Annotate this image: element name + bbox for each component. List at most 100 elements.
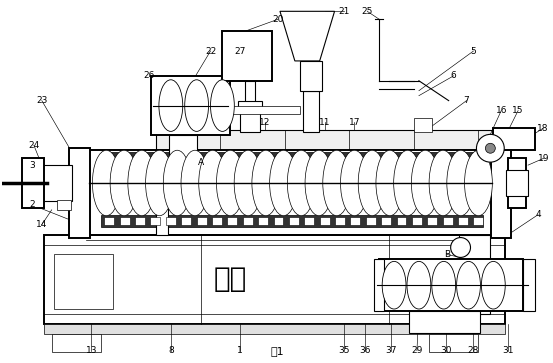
Ellipse shape xyxy=(323,150,351,216)
Text: 23: 23 xyxy=(36,96,48,105)
Text: 22: 22 xyxy=(205,46,216,56)
Text: 图1: 图1 xyxy=(270,346,284,356)
Bar xyxy=(303,91,319,132)
Text: 7: 7 xyxy=(463,96,469,105)
Bar xyxy=(508,158,526,208)
Bar xyxy=(57,200,71,210)
Bar xyxy=(427,217,437,225)
Bar xyxy=(86,150,493,234)
Ellipse shape xyxy=(465,150,492,216)
Bar xyxy=(473,217,483,225)
Bar xyxy=(414,118,432,132)
Ellipse shape xyxy=(382,261,406,309)
Ellipse shape xyxy=(358,150,386,216)
Text: 19: 19 xyxy=(538,154,550,163)
Bar xyxy=(381,217,391,225)
Bar xyxy=(335,217,345,225)
Bar xyxy=(366,217,375,225)
Bar xyxy=(156,160,168,234)
Text: 25: 25 xyxy=(362,7,373,16)
Ellipse shape xyxy=(110,150,138,216)
Bar xyxy=(241,113,260,132)
Circle shape xyxy=(486,143,495,153)
Bar xyxy=(212,217,222,225)
Bar xyxy=(300,61,322,91)
Bar xyxy=(458,217,468,225)
Bar xyxy=(493,129,535,150)
Bar xyxy=(151,76,231,135)
Bar xyxy=(42,165,71,201)
Bar xyxy=(258,217,268,225)
Ellipse shape xyxy=(447,150,474,216)
Text: 37: 37 xyxy=(385,346,397,355)
Bar xyxy=(105,217,114,225)
Text: 14: 14 xyxy=(36,220,48,229)
Text: 26: 26 xyxy=(143,71,155,80)
Text: 5: 5 xyxy=(471,46,476,56)
Text: 18: 18 xyxy=(537,124,549,133)
Bar xyxy=(443,217,453,225)
Text: 水箱: 水箱 xyxy=(213,265,247,293)
Bar xyxy=(101,152,483,164)
Bar xyxy=(458,234,491,314)
Bar xyxy=(54,254,113,309)
Ellipse shape xyxy=(432,261,456,309)
Bar xyxy=(412,217,422,225)
Ellipse shape xyxy=(128,150,155,216)
Bar xyxy=(274,217,284,225)
Text: 27: 27 xyxy=(234,46,246,56)
Bar xyxy=(245,81,255,106)
Ellipse shape xyxy=(199,150,227,216)
Text: 4: 4 xyxy=(535,210,541,219)
Text: 16: 16 xyxy=(495,106,507,115)
Ellipse shape xyxy=(288,150,315,216)
Bar xyxy=(379,260,523,311)
Bar xyxy=(320,217,330,225)
Ellipse shape xyxy=(234,150,262,216)
Bar xyxy=(243,217,253,225)
Ellipse shape xyxy=(429,150,457,216)
Bar xyxy=(52,334,101,352)
Bar xyxy=(166,217,176,225)
Text: 28: 28 xyxy=(468,346,479,355)
Bar xyxy=(492,148,511,237)
Bar xyxy=(351,217,361,225)
Bar xyxy=(304,217,314,225)
Bar xyxy=(44,324,505,334)
Text: 6: 6 xyxy=(451,71,457,80)
Bar xyxy=(238,101,262,113)
Ellipse shape xyxy=(341,150,368,216)
Text: 3: 3 xyxy=(29,160,35,170)
Ellipse shape xyxy=(411,150,439,216)
Text: 20: 20 xyxy=(272,15,284,24)
Ellipse shape xyxy=(376,150,404,216)
Ellipse shape xyxy=(163,150,191,216)
Text: B: B xyxy=(444,250,450,259)
Ellipse shape xyxy=(181,150,209,216)
Bar xyxy=(227,217,237,225)
Bar xyxy=(289,217,299,225)
Bar xyxy=(156,130,493,170)
Text: 24: 24 xyxy=(28,141,39,150)
Bar xyxy=(374,260,384,311)
Bar xyxy=(101,215,483,227)
Ellipse shape xyxy=(159,80,182,131)
Text: 8: 8 xyxy=(168,346,174,355)
Bar xyxy=(228,106,300,114)
Text: 17: 17 xyxy=(348,118,360,127)
Text: 35: 35 xyxy=(339,346,350,355)
Bar xyxy=(119,217,129,225)
Bar xyxy=(44,234,505,324)
Text: 11: 11 xyxy=(319,118,330,127)
Circle shape xyxy=(477,134,504,162)
Ellipse shape xyxy=(407,261,431,309)
Bar xyxy=(523,260,535,311)
Text: 1: 1 xyxy=(237,346,243,355)
Ellipse shape xyxy=(482,261,505,309)
Bar xyxy=(397,217,406,225)
Bar xyxy=(429,334,478,352)
Ellipse shape xyxy=(270,150,298,216)
Text: 15: 15 xyxy=(513,106,524,115)
Text: 21: 21 xyxy=(339,7,350,16)
Bar xyxy=(135,217,145,225)
